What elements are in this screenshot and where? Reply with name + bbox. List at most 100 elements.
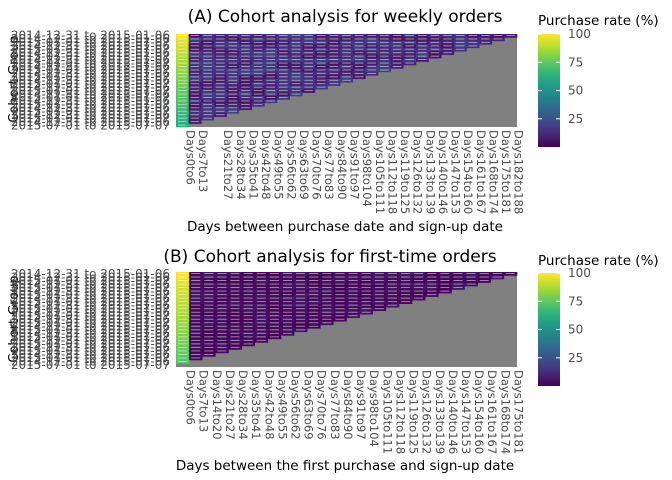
cell-label — [241, 59, 250, 61]
x-tick-label: Days77to83 — [322, 130, 336, 200]
cell-label — [335, 290, 345, 292]
x-tick-label: Days126to132 — [411, 130, 425, 214]
cell-label — [405, 38, 414, 40]
cell-label — [178, 343, 188, 345]
cell-label — [243, 273, 253, 274]
cell-label — [217, 336, 227, 338]
cell-label — [228, 90, 238, 92]
cell-label — [269, 322, 279, 324]
cell-label — [215, 69, 225, 71]
cell-label — [291, 55, 301, 57]
cell-label — [342, 72, 351, 74]
cell-label — [348, 311, 358, 313]
cell-label — [361, 276, 371, 278]
cell-label — [329, 83, 339, 85]
cell-label — [241, 83, 250, 85]
cell-label — [414, 297, 424, 299]
cell-label — [269, 283, 279, 285]
cell-label — [309, 294, 319, 296]
y-tick-label: 2014-12-31 to 2015-01-06 — [11, 313, 170, 327]
cell-label — [443, 38, 452, 40]
cell-label — [468, 35, 478, 36]
cell-label — [228, 59, 238, 61]
cell-label — [316, 35, 326, 36]
cell-label — [178, 280, 188, 281]
cell-label — [253, 90, 263, 92]
cell-label — [304, 86, 313, 88]
cell-label — [266, 35, 276, 36]
cell-label — [230, 283, 240, 285]
y-tick-label: 2014-12-31 to 2015-01-06 — [11, 60, 170, 74]
cell-label — [361, 294, 371, 296]
cell-label — [266, 52, 276, 54]
chart-title: (A) Cohort analysis for weekly orders — [188, 7, 503, 27]
cell-label — [178, 297, 188, 299]
cell-label — [190, 93, 200, 95]
cell-label — [190, 86, 200, 88]
y-tick-label: 2014-12-31 to 2015-01-06 — [11, 284, 170, 298]
cell-label — [243, 322, 253, 324]
cell-label — [241, 48, 250, 50]
cell-label — [269, 304, 279, 306]
cell-label — [417, 45, 427, 47]
cell-label — [215, 35, 225, 36]
cell-label — [230, 311, 240, 313]
x-tick-label: Days182to188 — [512, 130, 526, 214]
y-tick-label: 2015-07-01 to 2015-07-07 — [11, 344, 170, 358]
cell-label — [361, 297, 371, 299]
cell-label — [392, 66, 402, 67]
cell-label — [178, 48, 187, 50]
cell-label — [374, 301, 384, 303]
cell-label — [455, 48, 465, 50]
cell-label — [279, 48, 288, 50]
cell-label — [228, 76, 238, 78]
cell-label — [256, 290, 266, 292]
cell-label — [256, 339, 266, 341]
cell-label — [279, 90, 288, 92]
cell-label — [191, 346, 201, 348]
y-tick-label: 2015-07-01 to 2015-07-07 — [11, 49, 170, 63]
cell-label — [309, 322, 319, 324]
cell-label — [405, 52, 414, 54]
cell-label — [178, 83, 187, 85]
y-tick-label: 2014-12-31 to 2015-01-06 — [11, 29, 170, 43]
cell-label — [190, 107, 200, 109]
cell-label — [228, 66, 238, 67]
cell-label — [348, 308, 358, 310]
cell-label — [178, 311, 188, 313]
cell-label — [230, 329, 240, 331]
cell-label — [279, 83, 288, 85]
y-tick-label: 2015-07-01 to 2015-07-07 — [11, 77, 170, 91]
cell-label — [178, 290, 188, 292]
y-tick-label: 2014-12-31 to 2015-01-06 — [11, 327, 170, 341]
cell-label — [178, 124, 187, 126]
cell-label — [316, 41, 326, 43]
cell-label — [380, 41, 389, 43]
cell-label — [335, 273, 345, 274]
cell-label — [228, 79, 238, 81]
cell-label — [342, 52, 351, 54]
cell-label — [269, 308, 279, 310]
cell-label — [191, 280, 201, 281]
cell-label — [430, 55, 440, 57]
cell-label — [178, 103, 187, 105]
x-tick-label: Days21to27 — [223, 370, 237, 440]
cell-label — [309, 308, 319, 310]
cell-label — [279, 62, 288, 64]
y-tick-label: 2015-07-01 to 2015-07-07 — [11, 91, 170, 105]
cell-label — [228, 103, 238, 105]
x-tick-label: Days14to20 — [210, 370, 224, 440]
cell-label — [414, 294, 424, 296]
cell-label — [279, 66, 288, 67]
cell-label — [204, 315, 214, 317]
cell-label — [430, 41, 440, 43]
cell-label — [217, 311, 227, 313]
cell-label — [203, 117, 212, 119]
cell-label — [374, 290, 384, 292]
cell-label — [241, 86, 250, 88]
cell-label — [217, 273, 227, 274]
cell-label — [215, 76, 225, 78]
x-tick-label: Days35to41 — [246, 130, 260, 200]
cell-label — [392, 48, 402, 50]
cell-label — [329, 48, 339, 50]
